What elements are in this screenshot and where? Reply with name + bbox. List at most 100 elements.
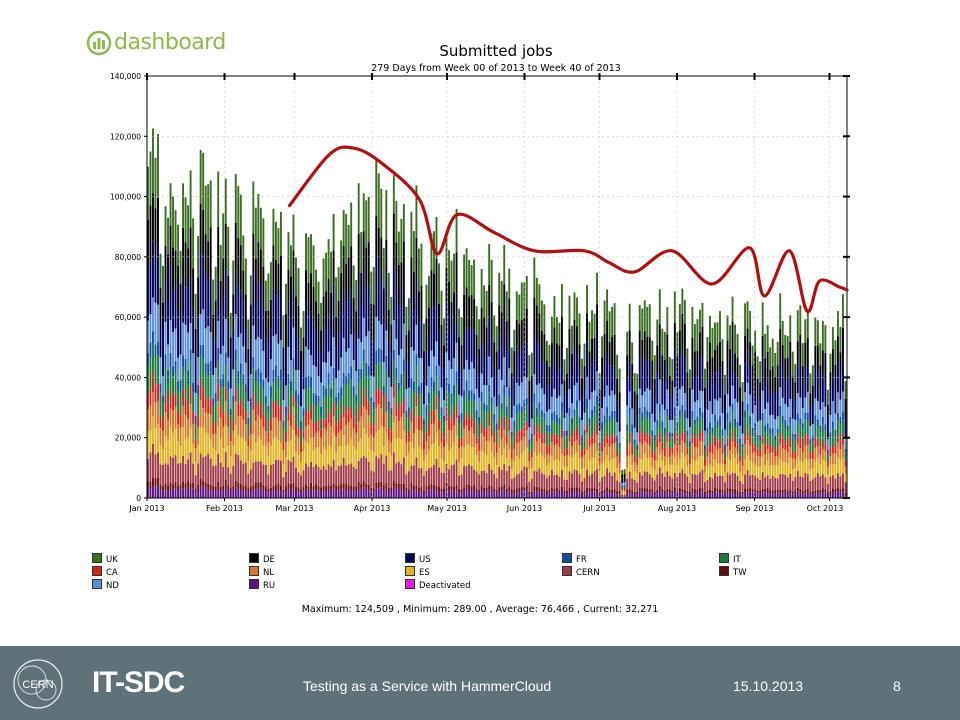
bar-segment-ca: [500, 427, 503, 440]
bar-segment-es: [636, 472, 639, 483]
bar-segment-de: [515, 319, 518, 347]
legend-item-tw: TW: [719, 566, 747, 578]
bar-segment-uk: [269, 262, 272, 300]
y-tick-label: 120,000: [110, 132, 141, 141]
day-bar: [611, 306, 614, 498]
bar-segment-nl: [656, 447, 659, 461]
bar-segment-tw: [633, 491, 636, 495]
bar-segment-ca: [367, 402, 370, 416]
bar-segment-cern: [355, 468, 358, 487]
bar-segment-uk: [515, 291, 518, 320]
bar-segment-de: [661, 355, 664, 383]
bar-segment-fr: [337, 392, 340, 402]
bar-segment-uk: [834, 340, 837, 365]
bar-segment-uk: [177, 224, 180, 266]
bar-segment-uk: [508, 268, 511, 299]
bar-segment-de: [242, 270, 245, 303]
bar-segment-ca: [312, 423, 315, 437]
bar-segment-us: [555, 372, 558, 399]
bar-segment-nd: [269, 359, 272, 387]
bar-segment-ca: [836, 434, 839, 443]
bar-segment-ru: [259, 488, 262, 498]
bar-segment-ca: [259, 404, 262, 420]
bar-segment-es: [410, 442, 413, 466]
bar-segment-fr: [257, 368, 260, 382]
bar-segment-ru: [804, 493, 807, 498]
bar-segment-ca: [593, 431, 596, 443]
bar-segment-nl: [543, 443, 546, 459]
bar-segment-nl: [676, 453, 679, 465]
bar-segment-nl: [719, 448, 721, 464]
bar-segment-tw: [162, 486, 164, 492]
bar-segment-ru: [503, 489, 506, 498]
bar-segment-cern: [382, 464, 385, 486]
bar-segment-uk: [485, 290, 488, 328]
bar-segment-es: [307, 443, 310, 467]
bar-segment-uk: [365, 200, 368, 248]
bar-segment-ca: [392, 383, 395, 398]
bar-segment-it: [284, 414, 287, 432]
bar-segment-de: [295, 296, 297, 332]
bar-segment-es: [262, 445, 265, 465]
bar-segment-us: [269, 328, 272, 360]
bar-segment-nl: [631, 454, 634, 466]
bar-segment-us: [335, 347, 338, 379]
bar-segment-it: [691, 419, 694, 434]
bar-segment-tw: [490, 485, 493, 490]
bar-segment-de: [443, 345, 445, 368]
bar-segment-uk: [372, 267, 375, 305]
legend-swatch: [249, 566, 259, 576]
bar-segment-it: [212, 406, 215, 426]
bar-segment-fr: [706, 427, 709, 434]
bar-segment-us: [157, 243, 159, 305]
bar-segment-us: [480, 343, 483, 374]
bar-segment-ca: [656, 438, 659, 448]
bar-segment-us: [560, 348, 563, 385]
day-bar: [422, 323, 425, 498]
bar-segment-us: [217, 278, 220, 321]
bar-segment-nl: [290, 425, 292, 441]
bar-segment-us: [601, 378, 604, 409]
bar-segment-tw: [548, 489, 551, 493]
day-bar: [169, 183, 172, 498]
bar-segment-es: [608, 460, 611, 473]
bar-segment-uk: [786, 336, 789, 358]
day-bar: [332, 213, 335, 498]
bar-segment-de: [550, 342, 553, 365]
bar-segment-ru: [410, 489, 413, 498]
bar-segment-de: [525, 308, 528, 344]
bar-segment-de: [651, 360, 654, 387]
bar-segment-us: [844, 418, 847, 437]
bar-segment-fr: [588, 418, 591, 426]
bar-segment-nl: [478, 450, 481, 463]
bar-segment-cern: [719, 475, 721, 490]
legend-swatch: [719, 566, 729, 576]
bar-segment-uk: [455, 208, 458, 253]
bar-segment-es: [420, 448, 423, 468]
bar-segment-nd: [751, 413, 754, 428]
bar-segment-es: [761, 456, 764, 473]
bar-segment-nd: [189, 323, 192, 350]
bar-segment-uk: [756, 356, 759, 379]
bar-segment-us: [169, 265, 172, 321]
bar-segment-it: [653, 440, 656, 453]
x-tick-label: Feb 2013: [206, 504, 243, 513]
bar-segment-uk: [152, 128, 154, 194]
bar-segment-cern: [249, 469, 252, 487]
bar-segment-ca: [673, 432, 676, 444]
bar-segment-uk: [581, 358, 583, 379]
bar-segment-us: [581, 397, 583, 421]
bar-segment-de: [824, 352, 827, 379]
bar-segment-tw: [545, 490, 548, 495]
bar-segment-us: [721, 385, 724, 414]
bar-segment-ru: [721, 492, 724, 498]
bar-segment-fr: [741, 443, 744, 448]
bar-segment-fr: [749, 416, 752, 425]
bar-segment-fr: [711, 427, 714, 435]
x-tick-label: Aug 2013: [658, 504, 697, 513]
bar-segment-tw: [523, 485, 526, 491]
day-bar: [237, 186, 240, 498]
bar-segment-cern: [367, 461, 370, 485]
bar-segment-uk: [578, 313, 581, 345]
bar-segment-nl: [179, 427, 182, 446]
